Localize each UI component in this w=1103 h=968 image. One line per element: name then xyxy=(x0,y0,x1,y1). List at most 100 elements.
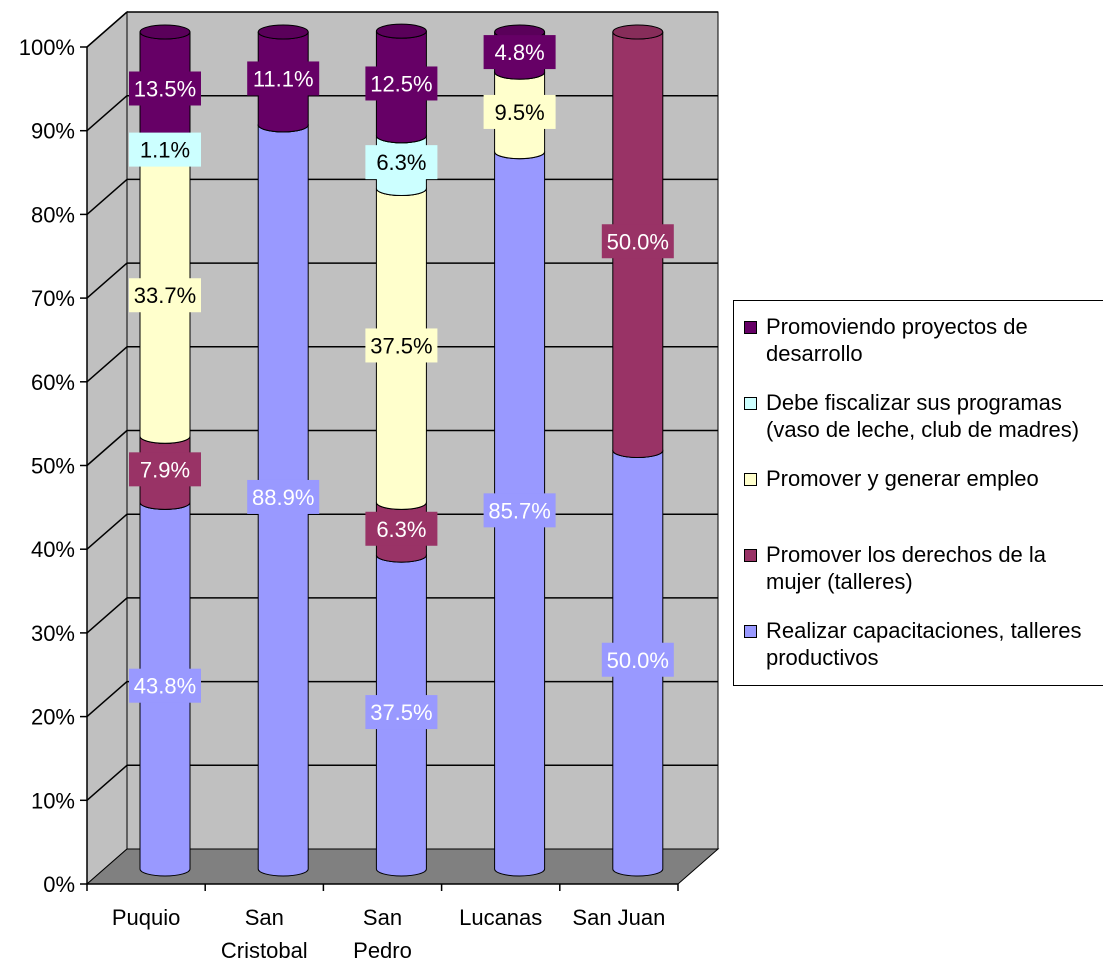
legend-line: Debe fiscalizar sus programas xyxy=(766,390,1062,415)
gridline-diagonal xyxy=(86,178,128,215)
legend-label-empleo: Promover y generar empleo xyxy=(766,465,1103,492)
data-label: 9.5% xyxy=(483,94,556,129)
data-label: 13.5% xyxy=(129,71,201,106)
gridline-diagonal xyxy=(86,764,128,801)
data-label-text: 1.1% xyxy=(140,138,190,163)
data-labels: 43.8% 7.9% 33.7% 1.1% 13.5% 88.9% 11.1% 37.5% 6.… xyxy=(129,35,674,730)
legend-line: productivos xyxy=(766,645,879,670)
data-label-text: 33.7% xyxy=(134,283,196,308)
legend-swatch-empleo xyxy=(744,473,757,486)
data-label: 1.1% xyxy=(129,132,201,167)
y-tick-label: 50% xyxy=(31,454,75,479)
bar-cap xyxy=(612,24,664,40)
data-label: 12.5% xyxy=(365,66,438,101)
data-label-box xyxy=(129,278,201,313)
legend-line: Promover los derechos de la xyxy=(766,542,1047,567)
data-label-text: 50.0% xyxy=(607,229,669,254)
gridline-diagonal xyxy=(86,681,128,718)
legend-line: Realizar capacitaciones, talleres xyxy=(766,618,1082,643)
legend-label-mujer: Promover los derechos de la mujer (talle… xyxy=(766,541,1103,595)
data-label-text: 6.3% xyxy=(376,150,426,175)
category-label: San xyxy=(363,905,402,930)
data-label-box xyxy=(365,511,438,546)
data-label-text: 13.5% xyxy=(134,76,196,101)
data-label-box xyxy=(601,642,674,677)
data-label-text: 88.9% xyxy=(252,485,314,510)
data-label: 85.7% xyxy=(483,493,556,528)
y-tick-label: 30% xyxy=(31,621,75,646)
y-tick-label: 100% xyxy=(19,35,75,60)
data-label-text: 50.0% xyxy=(607,648,669,673)
data-label-text: 12.5% xyxy=(370,71,432,96)
bar-cap xyxy=(375,23,427,39)
axes: 0% 10% 20% 30% 40% 50% 60% 70% 80% 90% 100% Puquio S… xyxy=(19,35,679,963)
data-label: 50.0% xyxy=(601,224,674,259)
y-tick-label: 80% xyxy=(31,202,75,227)
data-label-box xyxy=(129,71,201,106)
data-label-box xyxy=(601,224,674,259)
data-label: 6.3% xyxy=(365,511,438,546)
legend-line: mujer (talleres) xyxy=(766,569,913,594)
y-tick-label: 90% xyxy=(31,119,75,144)
data-label: 4.8% xyxy=(483,35,556,70)
data-label-box xyxy=(129,132,201,167)
data-label: 33.7% xyxy=(129,278,201,313)
gridline-diagonal xyxy=(86,346,128,383)
y-tick-label: 70% xyxy=(31,286,75,311)
bar-cap xyxy=(257,24,309,40)
data-label-box xyxy=(129,668,201,703)
legend-line: desarrollo xyxy=(766,341,863,366)
data-label-box xyxy=(365,145,438,180)
category-label: San xyxy=(245,905,284,930)
data-label-box xyxy=(483,35,556,70)
y-tick-label: 40% xyxy=(31,537,75,562)
category-label: Cristobal xyxy=(221,938,308,963)
data-label-text: 11.1% xyxy=(253,66,314,91)
data-label: 7.9% xyxy=(129,452,201,487)
data-label-box xyxy=(247,479,320,514)
legend-line: Promover y generar empleo xyxy=(766,466,1039,491)
data-label: 43.8% xyxy=(129,668,201,703)
data-label-text: 9.5% xyxy=(495,100,545,125)
data-label-text: 37.5% xyxy=(370,700,432,725)
data-label: 50.0% xyxy=(601,642,674,677)
data-label-text: 37.5% xyxy=(370,333,432,358)
data-label-box xyxy=(483,493,556,528)
data-label-box xyxy=(365,695,438,730)
legend-line: (vaso de leche, club de madres) xyxy=(766,417,1080,442)
data-label-box xyxy=(365,328,438,363)
data-label-box xyxy=(365,66,438,101)
y-tick-label: 10% xyxy=(31,788,75,813)
legend-swatch-mujer xyxy=(744,549,757,562)
gridline-diagonal xyxy=(86,513,128,550)
legend-swatch-capacitaciones xyxy=(744,625,757,638)
legend: Promoviendo proyectos de desarrollo Debe… xyxy=(733,300,1103,686)
data-label-text: 85.7% xyxy=(488,498,550,523)
legend-swatch-fiscalizar xyxy=(744,397,757,410)
legend-line: Promoviendo proyectos de xyxy=(766,314,1028,339)
legend-label-desarrollo: Promoviendo proyectos de desarrollo xyxy=(766,313,1103,367)
data-label: 88.9% xyxy=(247,479,320,514)
category-label: Pedro xyxy=(353,938,412,963)
bar-cap xyxy=(139,24,191,40)
data-label: 6.3% xyxy=(365,145,438,180)
data-label-text: 43.8% xyxy=(134,674,196,699)
category-label: Lucanas xyxy=(459,905,542,930)
data-label-text: 6.3% xyxy=(376,517,426,542)
category-label: Puquio xyxy=(112,905,181,930)
data-label-text: 7.9% xyxy=(140,457,190,482)
gridline-diagonal xyxy=(86,11,128,48)
gridline-diagonal xyxy=(86,262,128,299)
data-label-text: 4.8% xyxy=(495,40,545,65)
gridline-diagonal xyxy=(86,95,128,132)
data-label-box xyxy=(247,61,320,96)
data-label: 11.1% xyxy=(247,61,320,96)
y-tick-label: 20% xyxy=(31,705,75,730)
data-label: 37.5% xyxy=(365,695,438,730)
gridline-diagonal xyxy=(86,597,128,634)
data-label-box xyxy=(129,452,201,487)
legend-swatch-desarrollo xyxy=(744,321,757,334)
category-label: San Juan xyxy=(572,905,665,930)
data-label-box xyxy=(483,94,556,129)
